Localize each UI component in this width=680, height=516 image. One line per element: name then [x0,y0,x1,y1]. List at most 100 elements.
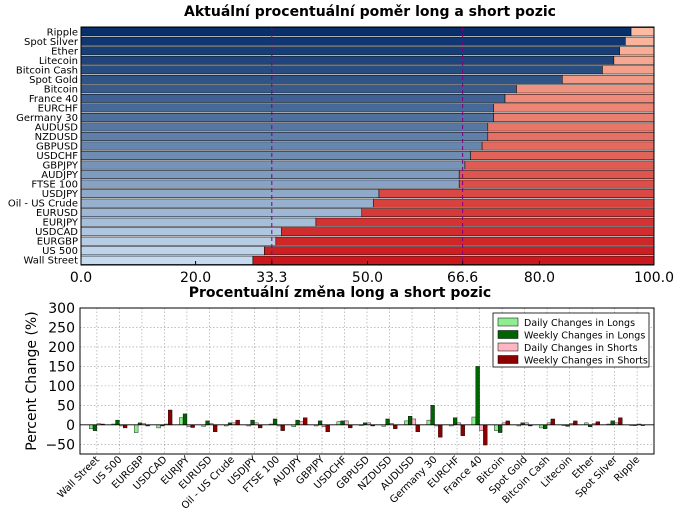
change-bar [258,424,263,429]
category-label: AUDJPY [41,170,79,181]
y-tick-label: 150 [48,359,75,375]
change-bar [156,424,161,429]
short-bar [458,170,655,179]
change-bar [89,424,94,429]
change-bar [539,424,544,429]
long-bar [80,198,374,208]
change-bar [618,417,623,425]
short-bar [504,93,655,103]
change-bar [494,424,499,431]
x-tick-label: 100.0 [634,270,674,286]
legend-swatch [497,330,519,339]
change-bar [205,420,210,426]
long-bar [80,151,471,160]
change-bar [573,420,578,426]
short-bar [464,160,655,170]
category-label: AUDUSD [35,122,79,133]
short-bar [562,74,655,84]
long-bar [80,189,380,199]
change-bar [182,413,188,426]
change-bar [460,424,465,436]
legend-swatch [497,342,519,352]
long-bar [80,122,489,132]
y-tick-label: 300 [48,301,75,317]
change-bar [340,420,345,426]
change-bar [213,424,218,433]
long-bar [80,255,254,265]
change-legend: Daily Changes in Longs Weekly Changes in … [492,312,650,368]
legend-label: Weekly Changes in Shorts [524,356,648,367]
legend-swatch [497,355,519,364]
category-label: Spot Silver [24,37,79,48]
long-bar [80,208,363,218]
short-bar [372,198,655,208]
short-bar [516,84,655,94]
legend-label: Daily Changes in Longs [524,318,635,329]
long-bar [80,236,277,246]
legend-label: Daily Changes in Shorts [524,343,638,354]
change-bar [235,419,240,425]
short-bar [378,189,655,199]
change-bar [134,424,139,433]
category-label: NZDUSD [35,132,79,143]
change-bar [385,418,390,425]
long-bar [80,84,517,94]
change-bar [115,419,120,425]
x-tick-label: 66.6 [447,270,478,286]
short-bar [619,46,655,56]
chart-title-ratio: Aktuální procentuální poměr long a short… [184,4,556,20]
long-bar [80,55,615,65]
change-bar [595,421,600,425]
x-tick-label: 0.0 [70,270,92,286]
change-bar [344,420,349,426]
legend-label: Weekly Changes in Longs [524,331,645,342]
x-tick-label: 33.3 [256,270,287,286]
change-bar [317,420,323,426]
change-bar [610,420,615,426]
short-bar [493,113,655,122]
category-label: EURUSD [36,208,78,219]
long-bar [80,141,483,151]
change-bars-group [80,366,654,446]
change-bar [393,424,398,429]
change-bar [299,421,304,425]
long-bar [80,27,632,37]
category-label: Wall Street [24,256,79,267]
change-bar [505,420,510,426]
change-bar [483,424,488,446]
long-bar [80,113,494,122]
change-plot-frame [79,307,655,455]
y-tick-label: 50 [57,398,75,414]
change-bar [250,419,255,425]
y-tick-label: 100 [48,379,75,395]
long-bar [80,93,506,103]
change-bar [475,366,480,425]
category-label: Litecoin [39,56,78,67]
change-bar [92,424,98,431]
short-bar [493,103,655,113]
long-bar [80,227,282,237]
y-tick-label: 0 [66,418,75,434]
change-bar [303,417,308,425]
category-label: Ripple [47,27,78,38]
long-bar [80,36,626,46]
category-label: FTSE 100 [31,180,78,191]
category-label: EURGBP [37,237,78,248]
change-bar [325,424,330,433]
change-bar [348,424,353,429]
short-bar [252,255,655,265]
change-bar [453,417,458,425]
short-bar [361,208,655,218]
change-bar [272,418,278,425]
change-bar [415,424,420,433]
percent-change-chart: Procentuální změna long a short pozic 30… [24,285,655,512]
category-label: Ether [51,46,79,57]
long-bar [80,103,494,113]
short-bar [630,27,655,37]
ratio-plot-frame [80,26,655,266]
long-bar [80,65,603,75]
chart-title-change: Procentuální změna long a short pozic [189,285,491,301]
change-bar [411,418,417,425]
legend-swatch [497,317,519,327]
